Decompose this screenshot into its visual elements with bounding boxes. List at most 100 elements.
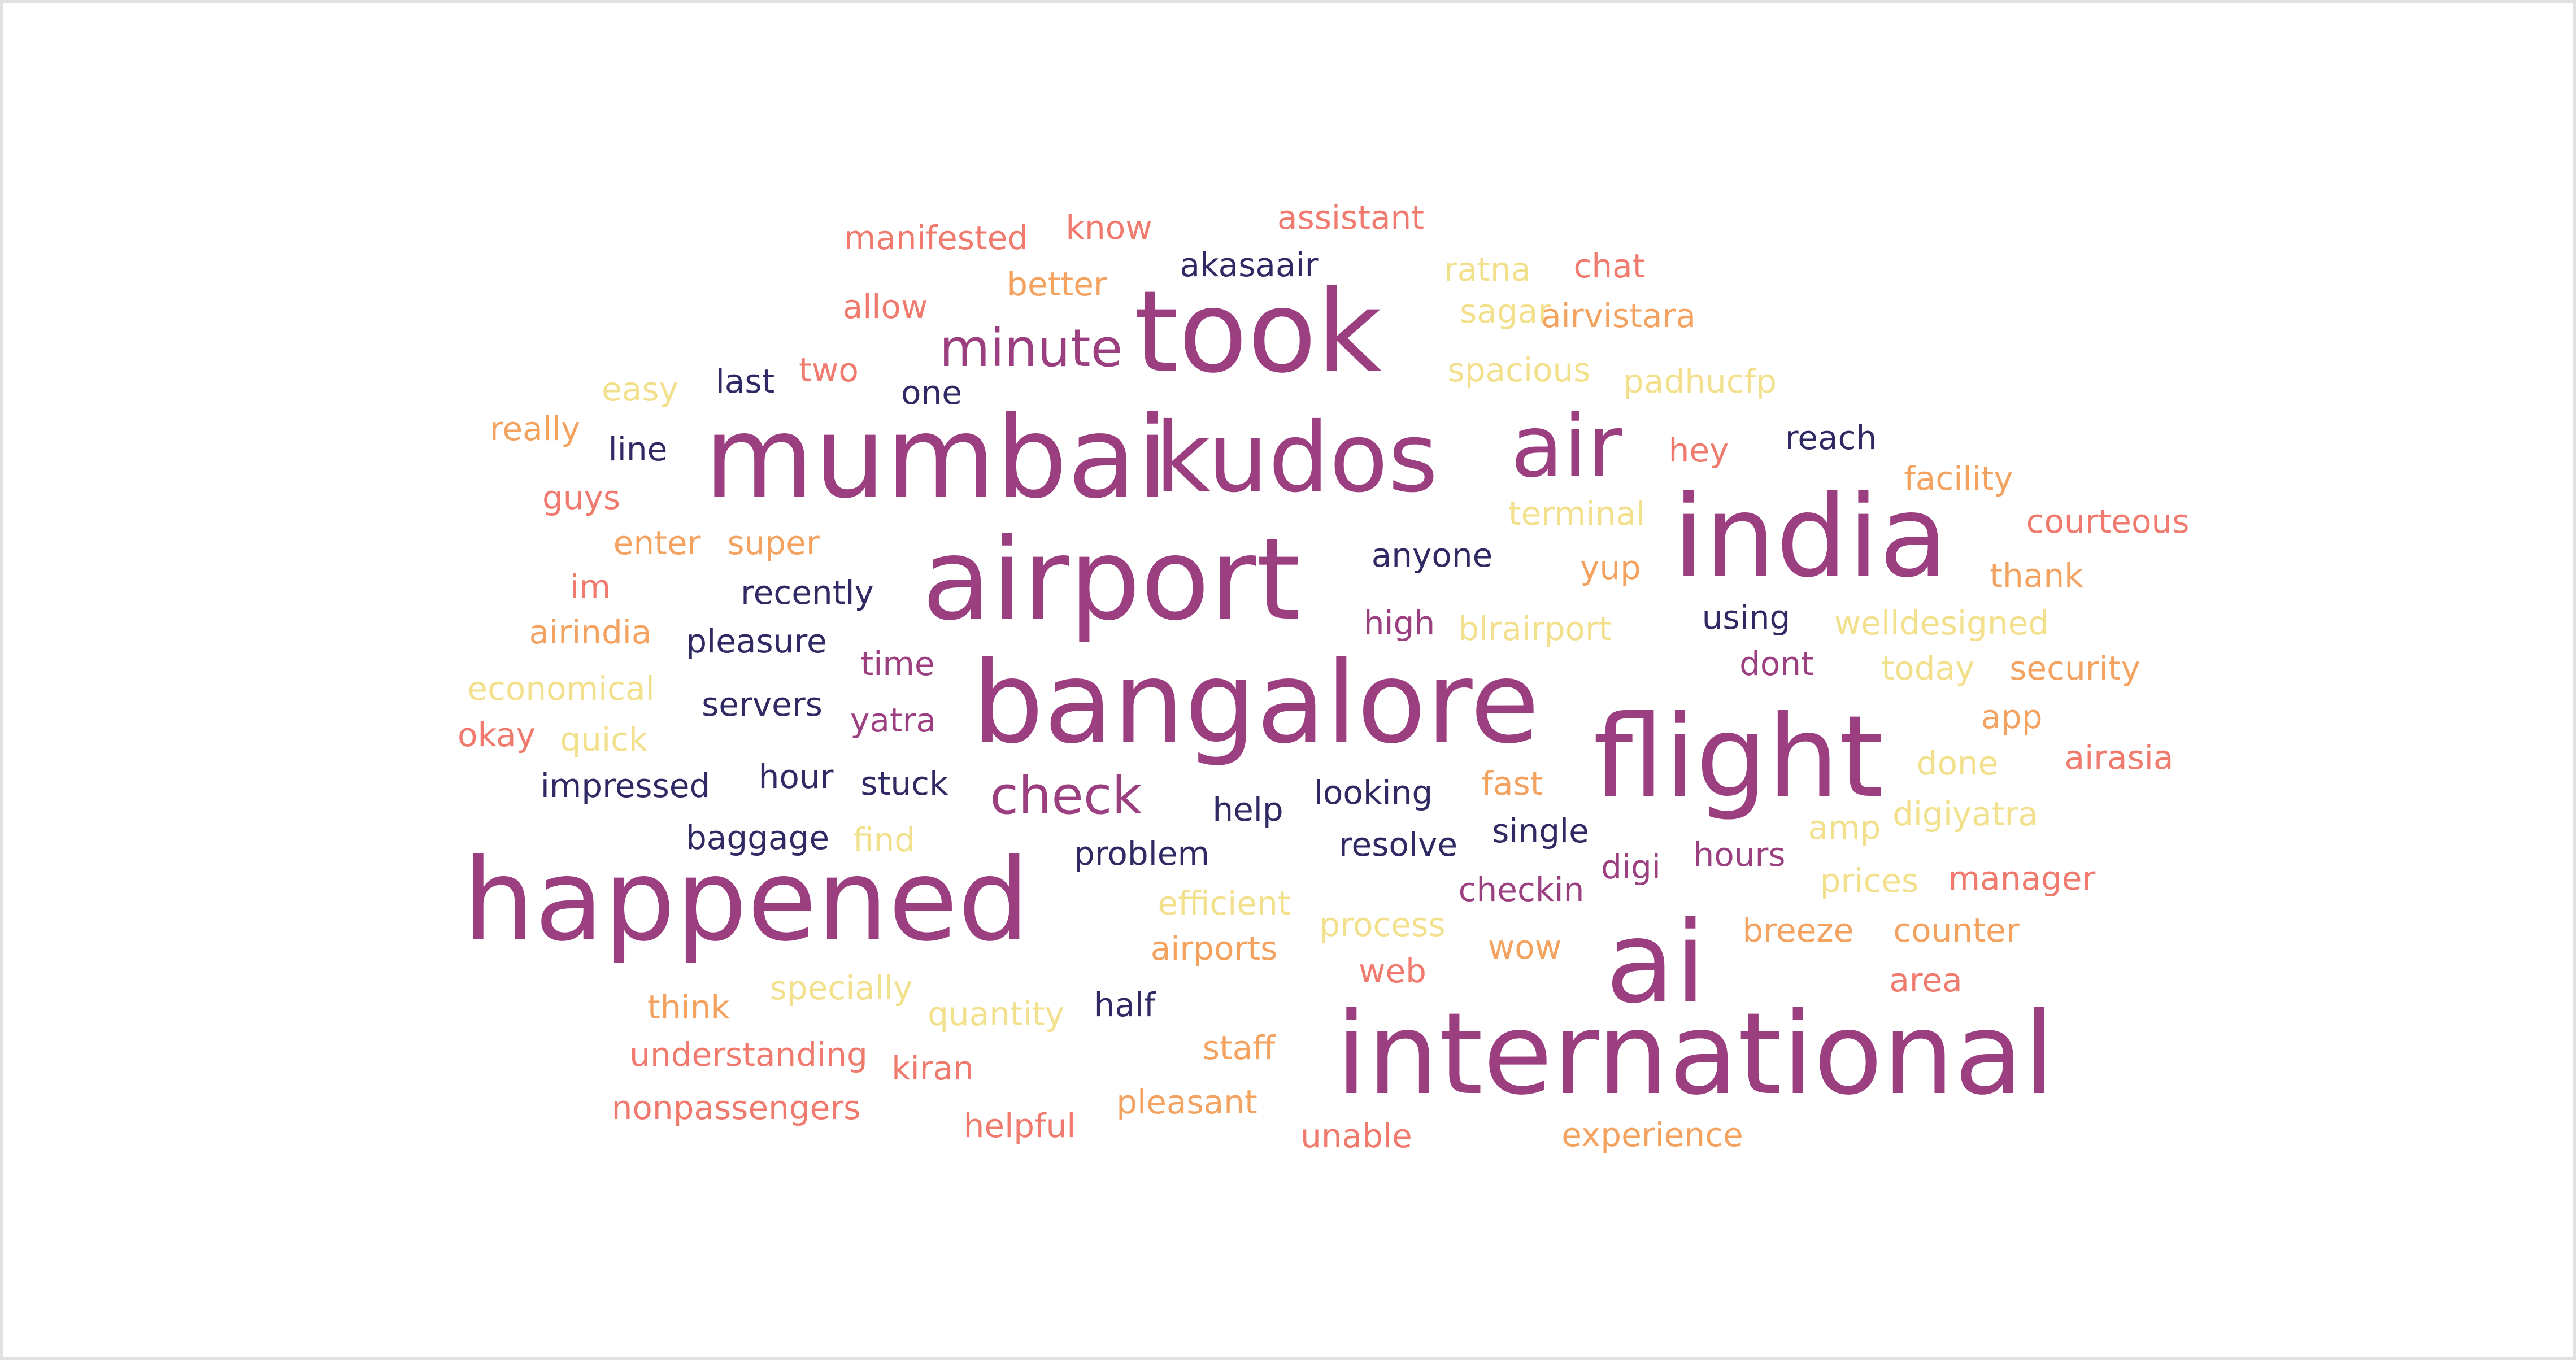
word-stuck: stuck [860,764,948,803]
word-understanding: understanding [629,1035,868,1074]
word-welldesigned: welldesigned [1834,604,2050,642]
word-allow: allow [842,288,928,326]
word-padhucfp: padhucfp [1623,362,1777,400]
word-thank: thank [1990,556,2083,595]
word-manager: manager [1948,859,2096,898]
word-single: single [1492,812,1589,850]
word-experience: experience [1561,1116,1743,1154]
word-mumbai: mumbai [704,392,1168,524]
word-check: check [990,765,1142,826]
word-breeze: breeze [1742,911,1854,950]
word-time: time [860,645,935,683]
word-assistant: assistant [1277,198,1425,237]
word-prices: prices [1820,861,1919,900]
word-problem: problem [1074,834,1209,873]
word-fast: fast [1481,764,1543,803]
word-hey: hey [1668,431,1729,469]
word-flight: flight [1593,691,1883,823]
word-staff: staff [1202,1029,1276,1067]
word-counter: counter [1893,911,2020,950]
word-reach: reach [1785,419,1877,457]
word-two: two [799,351,859,389]
word-hours: hours [1693,835,1786,874]
word-high: high [1363,604,1435,642]
word-know: know [1065,208,1152,247]
word-okay: okay [458,716,536,754]
word-security: security [2009,649,2140,687]
word-think: think [647,988,730,1026]
word-airvistara: airvistara [1541,297,1696,335]
word-quick: quick [560,720,648,759]
word-chat: chat [1573,247,1646,285]
word-specially: specially [769,969,913,1007]
word-yatra: yatra [850,701,936,739]
word-kiran: kiran [891,1049,974,1087]
word-wow: wow [1487,928,1562,966]
word-today: today [1881,649,1975,687]
word-international: international [1335,988,2055,1120]
word-courteous: courteous [2026,502,2190,541]
word-better: better [1007,265,1107,303]
word-resolve: resolve [1338,825,1458,864]
word-airport: airport [921,514,1301,646]
word-pleasure: pleasure [686,622,827,660]
word-using: using [1702,598,1791,637]
word-minute: minute [939,318,1123,378]
word-happened: happened [463,835,1030,966]
word-terminal: terminal [1508,494,1646,533]
word-spacious: spacious [1447,351,1591,389]
word-helpful: helpful [963,1107,1076,1145]
word-digi: digi [1601,848,1661,886]
word-quantity: quantity [928,995,1064,1033]
word-digiyatra: digiyatra [1892,795,2038,833]
word-blrairport: blrairport [1458,609,1612,648]
word-sagar: sagar [1460,292,1551,330]
word-one: one [901,373,962,412]
word-took: took [1134,267,1382,398]
word-help: help [1212,790,1283,829]
word-airindia: airindia [529,613,652,651]
word-easy: easy [602,370,678,408]
word-im: im [569,568,611,606]
word-india: india [1673,471,1948,603]
word-manifested: manifested [843,219,1029,257]
word-anyone: anyone [1371,536,1493,574]
word-yup: yup [1580,548,1641,587]
word-find: find [852,821,916,859]
word-app: app [1981,698,2043,736]
word-efficient: efficient [1158,884,1291,922]
word-last: last [715,362,775,400]
word-half: half [1094,986,1156,1024]
word-hour: hour [758,757,834,796]
word-air: air [1511,397,1622,497]
word-area: area [1889,961,1963,999]
word-akasaair: akasaair [1180,246,1319,284]
word-facility: facility [1904,459,2013,498]
word-pleasant: pleasant [1116,1083,1257,1121]
word-ai: ai [1605,897,1707,1029]
word-impressed: impressed [540,767,711,805]
word-servers: servers [702,685,823,724]
word-recently: recently [741,573,874,612]
word-unable: unable [1300,1117,1412,1155]
word-done: done [1916,744,1999,782]
word-super: super [727,524,820,562]
word-checkin: checkin [1458,870,1585,909]
word-bangalore: bangalore [972,637,1540,769]
word-baggage: baggage [685,818,830,857]
word-dont: dont [1739,645,1814,683]
word-airports: airports [1150,929,1278,968]
word-really: really [489,410,581,448]
word-enter: enter [613,524,701,562]
word-cloud: manifested know assistant better akasaair rat… [3,3,2576,1363]
word-amp: amp [1808,808,1881,847]
word-web: web [1359,952,1426,990]
word-economical: economical [467,669,655,708]
word-airasia: airasia [2064,738,2174,777]
word-process: process [1319,905,1446,944]
word-looking: looking [1313,773,1433,812]
word-nonpassengers: nonpassengers [611,1088,861,1127]
word-line: line [608,430,668,468]
word-ratna: ratna [1443,250,1531,289]
